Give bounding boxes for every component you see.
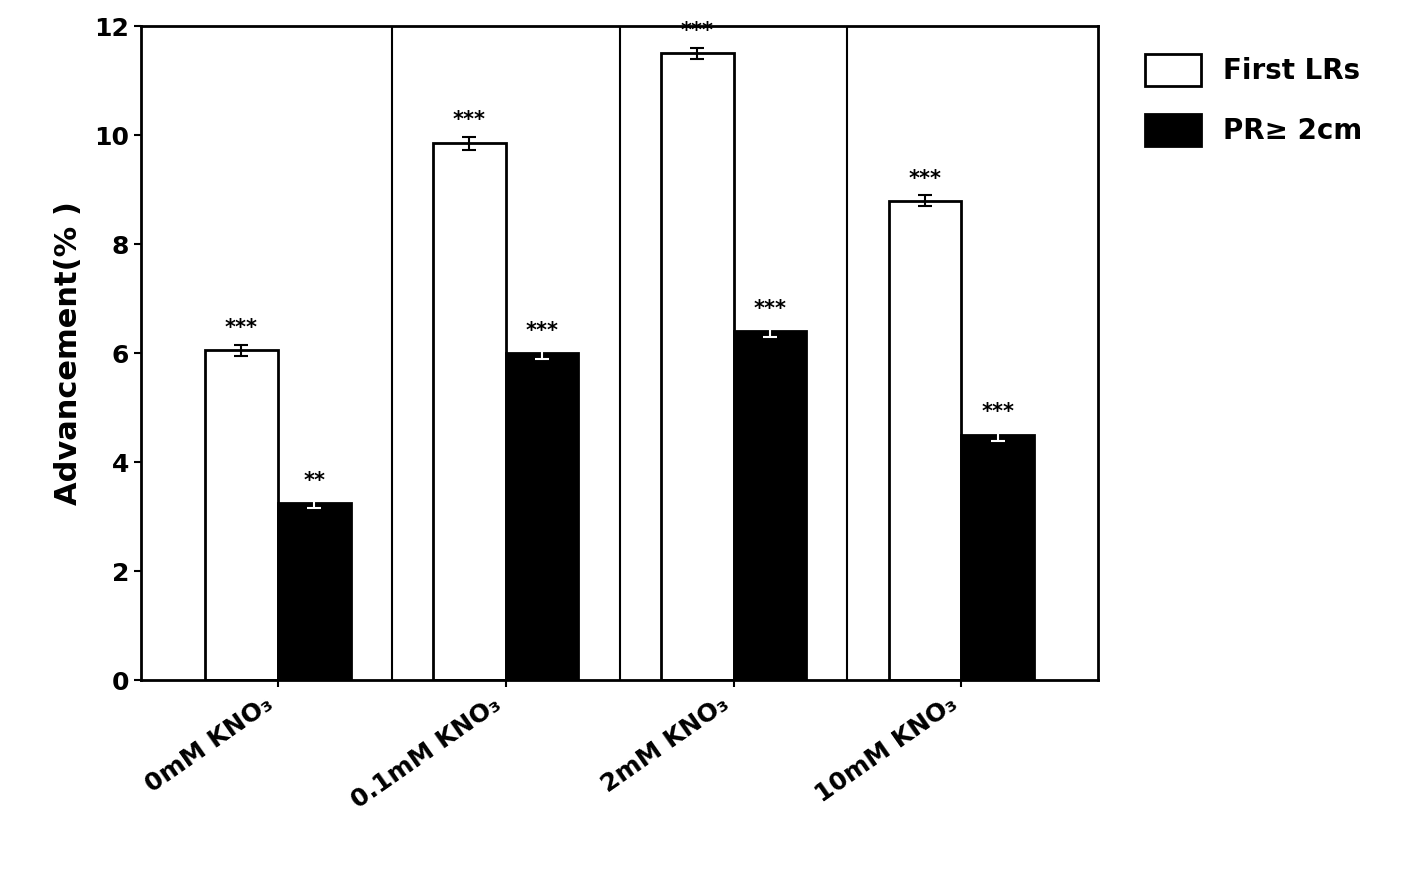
Bar [962,435,1035,680]
Bar [204,351,277,680]
Bar [432,143,505,680]
Text: ***: *** [452,110,486,130]
Legend: First LRs, PR≥ 2cm: First LRs, PR≥ 2cm [1131,40,1376,160]
Y-axis label: Advancement(% ): Advancement(% ) [54,201,83,505]
Text: ***: *** [680,22,714,42]
Bar [505,353,579,680]
Bar [734,331,807,680]
Text: ***: *** [981,402,1014,422]
Text: ***: *** [753,299,787,319]
Bar [277,503,351,680]
Bar [660,53,734,680]
Text: ***: *** [525,321,559,341]
Text: ***: *** [908,168,942,188]
Text: ***: *** [225,318,258,338]
Bar [888,201,962,680]
Text: **: ** [303,471,325,491]
